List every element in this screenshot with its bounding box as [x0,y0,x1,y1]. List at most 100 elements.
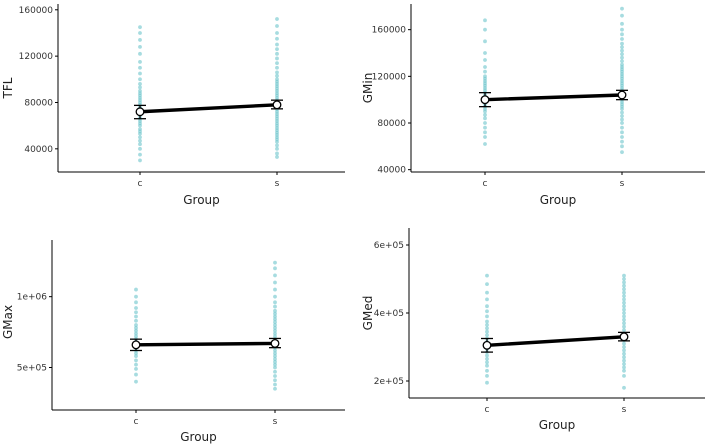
data-point [622,314,626,319]
data-point [622,294,626,298]
data-point [620,27,624,32]
data-point [620,121,624,125]
data-point [273,325,277,330]
data-point [485,333,489,337]
data-point [622,365,626,370]
data-point [273,294,277,299]
data-point [273,374,277,378]
data-point [134,351,138,356]
data-point [620,37,624,41]
data-point [275,143,279,148]
data-point [485,290,489,295]
x-tick-label: c [138,179,143,189]
panel-gmin: 40000 80000 120000 160000 c s Group GMin [361,4,705,207]
data-point [622,304,626,309]
data-point [620,41,624,46]
data-point [275,70,279,75]
x-tick-label: s [275,179,280,189]
data-point [273,331,277,336]
data-point [620,117,624,122]
data-point [273,362,277,367]
y-tick-label: 80000 [377,119,406,129]
data-point [138,146,142,151]
data-point [134,318,138,323]
data-point [622,297,626,302]
data-point [275,51,279,56]
data-point [483,58,487,62]
data-point [485,314,489,319]
data-point [622,345,626,349]
data-point [483,74,487,79]
data-point [483,112,487,117]
x-tick-label: c [483,179,488,189]
data-point [275,73,279,78]
data-point [622,321,626,326]
y-tick-label: 160000 [19,6,54,16]
data-point [138,82,142,86]
data-point [485,374,489,378]
data-point [485,380,489,385]
data-point [275,56,279,61]
x-axis-title: Group [183,193,220,207]
data-point [622,283,626,288]
data-point [483,18,487,23]
data-point [134,300,138,305]
data-point [138,65,142,70]
data-point [622,307,626,312]
data-point [275,65,279,70]
mean-point [482,340,492,350]
data-point [483,142,487,146]
data-point [620,48,624,53]
data-point [620,21,624,26]
data-point [485,282,489,286]
y-tick-label: 40000 [24,145,53,155]
y-tick-label: 4e+05 [374,309,404,319]
y-axis-title: GMax [1,305,15,339]
data-point [622,385,626,390]
data-point [273,323,277,327]
data-point [138,158,142,163]
data-point [485,353,489,358]
data-point [273,300,277,305]
data-point [138,138,142,143]
data-point [138,31,142,35]
data-point [485,323,489,327]
data-point [138,51,142,56]
x-axis-title: Group [539,418,576,432]
data-point [275,36,279,41]
y-tick-label: 1e+06 [17,293,48,303]
data-point [275,146,279,151]
data-point [138,44,142,49]
data-point [622,311,626,315]
data-point [622,300,626,305]
data-point [273,348,277,353]
mean-line [483,93,624,102]
data-point [485,363,489,368]
data-point [138,38,142,42]
y-tick-label: 2e+05 [374,377,404,387]
data-point [275,61,279,65]
data-point [273,351,277,356]
data-point [138,127,142,132]
data-point [134,367,138,371]
data-point [134,323,138,327]
data-point [273,378,277,383]
data-point [275,151,279,156]
data-point [134,310,138,315]
y-tick-label: 120000 [19,52,54,62]
data-point [134,354,138,359]
data-point [138,60,142,64]
data-point [485,309,489,314]
data-point [485,304,489,309]
panel-tfl: 40000 80000 120000 160000 c s Group TFL [1,4,345,207]
data-point [483,125,487,130]
x-tick-label: s [273,417,278,427]
data-point [138,25,142,30]
data-point [620,6,624,11]
x-axis-title: Group [540,193,577,207]
data-point [273,354,277,359]
data-point [485,329,489,334]
data-point [620,114,624,118]
data-point [273,273,277,278]
data-point [138,71,142,76]
